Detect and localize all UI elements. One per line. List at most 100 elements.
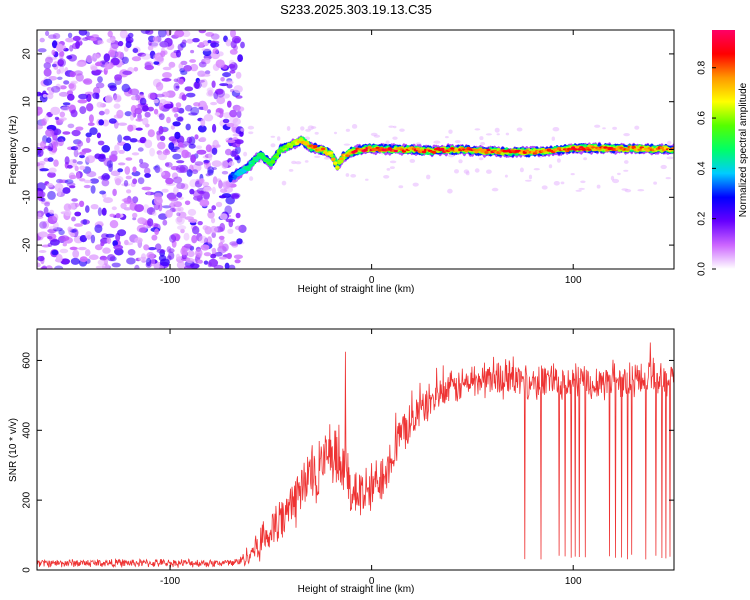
snr-content: [37, 342, 674, 569]
noise-cell: [211, 147, 218, 155]
noise-cell: [211, 232, 216, 238]
noise-cell: [193, 190, 203, 199]
noise-cell: [125, 175, 132, 180]
noise-cell: [172, 153, 182, 160]
noise-cell: [190, 154, 197, 164]
ridge-cell: [337, 161, 342, 165]
x-tick-label: 100: [565, 275, 582, 286]
noise-cell: [45, 265, 53, 269]
noise-cell: [134, 204, 145, 213]
noise-cell: [86, 171, 97, 178]
noise-cell: [159, 265, 164, 269]
speckle-cell: [281, 180, 287, 186]
noise-cell: [177, 206, 184, 212]
noise-cell: [193, 102, 201, 107]
noise-cell: [71, 198, 78, 202]
noise-cell: [47, 157, 54, 162]
noise-cell: [177, 107, 185, 114]
speckle-cell: [365, 178, 369, 181]
noise-cell: [106, 237, 112, 244]
noise-cell: [162, 149, 171, 156]
noise-cell: [47, 171, 56, 178]
noise-cell: [38, 231, 48, 238]
noise-cell: [52, 33, 61, 40]
noise-cell: [161, 77, 172, 82]
noise-cell: [91, 34, 99, 39]
noise-cell: [226, 252, 232, 260]
noise-cell: [39, 168, 49, 172]
speckle-cell: [634, 125, 640, 130]
noise-cell: [37, 262, 41, 268]
noise-cell: [222, 118, 230, 124]
ridge-cell: [482, 148, 487, 152]
noise-cell: [59, 50, 65, 57]
noise-cell: [207, 109, 211, 114]
noise-cell: [70, 80, 78, 85]
noise-cell: [76, 171, 81, 180]
speckle-cell: [660, 164, 667, 170]
noise-cell: [100, 241, 105, 247]
noise-cell: [202, 181, 210, 187]
noise-cell: [45, 56, 53, 64]
noise-cell: [203, 252, 212, 257]
noise-cell: [104, 62, 110, 71]
noise-cell: [101, 207, 107, 216]
noise-cell: [208, 258, 219, 267]
noise-cell: [41, 118, 47, 126]
noise-cell: [138, 227, 147, 233]
noise-cell: [62, 187, 71, 194]
noise-cell: [87, 122, 95, 126]
noise-cell: [38, 191, 46, 198]
noise-cell: [144, 64, 154, 71]
noise-cell: [210, 101, 218, 106]
speckle-cell: [399, 128, 405, 132]
noise-cell: [74, 223, 83, 227]
noise-cell: [46, 137, 52, 144]
noise-cell: [79, 178, 86, 182]
noise-cell: [189, 188, 195, 195]
y-tick-label: 400: [22, 422, 33, 439]
noise-cell: [175, 49, 182, 58]
noise-cell: [154, 164, 161, 174]
speckle-cell: [314, 131, 319, 135]
noise-cell: [90, 234, 96, 244]
noise-cell: [37, 182, 46, 191]
noise-cell: [140, 30, 151, 34]
noise-cell: [180, 70, 188, 75]
noise-cell: [203, 104, 209, 111]
speckle-cell: [505, 132, 510, 136]
speckle-cell: [480, 142, 485, 146]
speckle-cell: [623, 169, 629, 172]
ridge-cell: [246, 165, 251, 168]
noise-cell: [141, 186, 152, 191]
noise-cell: [180, 247, 188, 256]
noise-cell: [90, 204, 99, 210]
noise-cell: [137, 52, 147, 57]
x-tick-label: 0: [369, 275, 375, 286]
noise-cell: [109, 85, 117, 92]
noise-cell: [124, 242, 134, 246]
noise-cell: [142, 117, 149, 126]
speckle-cell: [389, 160, 397, 164]
ridge-cell: [304, 142, 310, 146]
noise-cell: [178, 63, 184, 70]
noise-cell: [232, 133, 240, 137]
ridge-cell: [276, 152, 282, 155]
noise-cell: [88, 114, 94, 123]
noise-cell: [147, 106, 154, 112]
noise-cell: [69, 246, 78, 250]
speckle-cell: [454, 169, 459, 174]
figure-title: S233.2025.303.19.13.C35: [280, 2, 432, 17]
speckle-cell: [666, 156, 674, 160]
y-tick-label: -20: [22, 237, 33, 252]
noise-cell: [149, 257, 156, 267]
noise-cell: [56, 69, 61, 75]
noise-cell: [212, 176, 218, 185]
noise-cell: [224, 262, 230, 269]
noise-cell: [185, 104, 193, 112]
noise-cell: [125, 157, 133, 161]
noise-cell: [118, 149, 125, 154]
noise-cell: [144, 139, 153, 149]
noise-cell: [176, 116, 184, 122]
noise-cell: [92, 92, 100, 99]
